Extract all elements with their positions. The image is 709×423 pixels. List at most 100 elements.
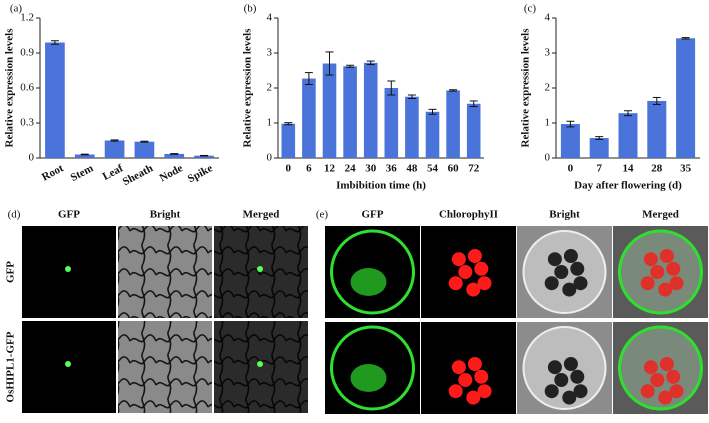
chloroplast — [548, 252, 562, 266]
x-tick-label: 7 — [596, 163, 602, 175]
y-tick-label: 1 — [267, 117, 273, 129]
y-tick-label: 0 — [29, 152, 35, 164]
bar — [426, 112, 440, 158]
chloroplast — [641, 276, 655, 290]
chloroplast — [474, 370, 488, 384]
chloroplast — [570, 262, 584, 276]
bar — [282, 124, 296, 158]
nucleus — [65, 266, 71, 272]
chloroplast — [554, 373, 568, 387]
y-tick-label: 2 — [545, 82, 551, 94]
chloroplast — [660, 249, 674, 263]
y-tick-label: 0.3 — [20, 117, 34, 129]
chloroplast — [468, 249, 482, 263]
x-tick-label: 60 — [448, 163, 460, 175]
panel-label: (d) — [8, 209, 21, 221]
bar — [618, 113, 637, 158]
x-tick-label: Root — [40, 162, 66, 183]
chloroplast — [658, 391, 672, 405]
error-bar — [140, 141, 148, 142]
nucleus — [257, 266, 263, 272]
error-bar — [595, 137, 603, 140]
x-tick-label: Sheath — [121, 162, 155, 188]
x-tick-label: 0 — [286, 163, 292, 175]
cell-outlines — [214, 226, 308, 318]
panel-label: (b) — [244, 3, 257, 15]
y-tick-label: 4 — [545, 12, 551, 24]
nucleus — [65, 361, 71, 367]
bar — [45, 43, 65, 159]
chloroplast — [452, 360, 466, 374]
x-tick-label: 36 — [386, 163, 398, 175]
x-tick-label: 48 — [406, 163, 418, 175]
column-label: Bright — [150, 209, 181, 221]
chloroplast — [564, 249, 578, 263]
x-tick-label: 0 — [568, 163, 574, 175]
chloroplast — [666, 370, 680, 384]
chloroplast — [644, 252, 658, 266]
bar — [590, 138, 609, 158]
x-tick-label: 30 — [365, 163, 377, 175]
column-label: Merged — [243, 209, 280, 221]
row-label: GFP — [5, 261, 17, 283]
chloroplast — [449, 384, 463, 398]
panel-label: (e) — [316, 209, 329, 221]
x-tick-label: 24 — [345, 163, 357, 175]
y-tick-label: 0.9 — [20, 47, 34, 59]
y-tick-label: 2 — [267, 82, 273, 94]
chloroplast — [468, 357, 482, 371]
panel-label: (c) — [524, 3, 537, 15]
chloroplast — [449, 276, 463, 290]
column-label: ChlorophyII — [439, 209, 498, 221]
y-tick-label: 1 — [545, 117, 551, 129]
column-label: GFP — [362, 209, 384, 221]
bar — [561, 124, 580, 158]
bar — [405, 97, 419, 158]
column-label: Merged — [642, 209, 679, 221]
chloroplast — [458, 373, 472, 387]
chloroplast — [562, 391, 576, 405]
y-axis-label: Relative expression levels — [4, 28, 16, 148]
chloroplast — [650, 373, 664, 387]
y-tick-label: 0.6 — [20, 82, 34, 94]
chloroplast — [650, 265, 664, 279]
y-tick-label: 0 — [267, 152, 273, 164]
cell-outlines — [22, 321, 116, 413]
y-tick-label: 0 — [545, 152, 551, 164]
chloroplast — [452, 252, 466, 266]
y-tick-label: 1.2 — [20, 12, 34, 24]
y-axis-label: Relative expression levels — [242, 28, 254, 148]
bar — [105, 141, 125, 159]
cell-outlines — [118, 226, 212, 318]
chloroplast — [458, 265, 472, 279]
chloroplast — [564, 357, 578, 371]
cell-outlines — [214, 321, 308, 413]
error-bar — [81, 154, 89, 155]
y-axis-label: Relative expression levels — [520, 28, 532, 148]
chloroplast — [466, 391, 480, 405]
y-tick-label: 4 — [267, 12, 273, 24]
row-label: OsHIPL1-GFP — [5, 331, 17, 402]
chloroplast — [660, 357, 674, 371]
x-tick-label: 72 — [468, 163, 480, 175]
x-axis-label: Imbibition time (h) — [336, 180, 426, 192]
bar — [385, 88, 399, 158]
chloroplast — [570, 370, 584, 384]
chloroplast — [666, 262, 680, 276]
column-label: Bright — [549, 209, 580, 221]
chloroplast — [554, 265, 568, 279]
cell-outlines — [118, 321, 212, 413]
x-tick-label: Node — [158, 162, 185, 184]
bar — [446, 90, 460, 158]
x-tick-label: 54 — [427, 163, 439, 175]
x-tick-label: 35 — [680, 163, 692, 175]
y-tick-label: 3 — [545, 47, 551, 59]
nucleus — [257, 361, 263, 367]
chloroplast — [474, 262, 488, 276]
gfp-signal — [351, 364, 387, 392]
bar — [135, 142, 155, 158]
chloroplast — [658, 283, 672, 297]
cell-outlines — [22, 226, 116, 318]
x-tick-label: 6 — [306, 163, 312, 175]
bar — [676, 38, 695, 158]
